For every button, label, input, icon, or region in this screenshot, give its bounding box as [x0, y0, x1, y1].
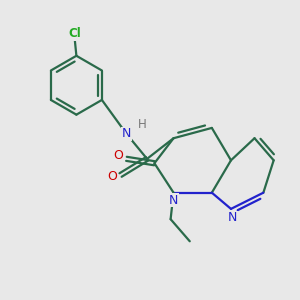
Text: N: N	[228, 211, 237, 224]
Text: N: N	[169, 194, 178, 207]
Text: O: O	[107, 170, 117, 183]
Text: O: O	[113, 149, 123, 162]
Text: H: H	[138, 118, 147, 131]
Text: Cl: Cl	[68, 27, 81, 40]
Text: N: N	[122, 127, 131, 140]
